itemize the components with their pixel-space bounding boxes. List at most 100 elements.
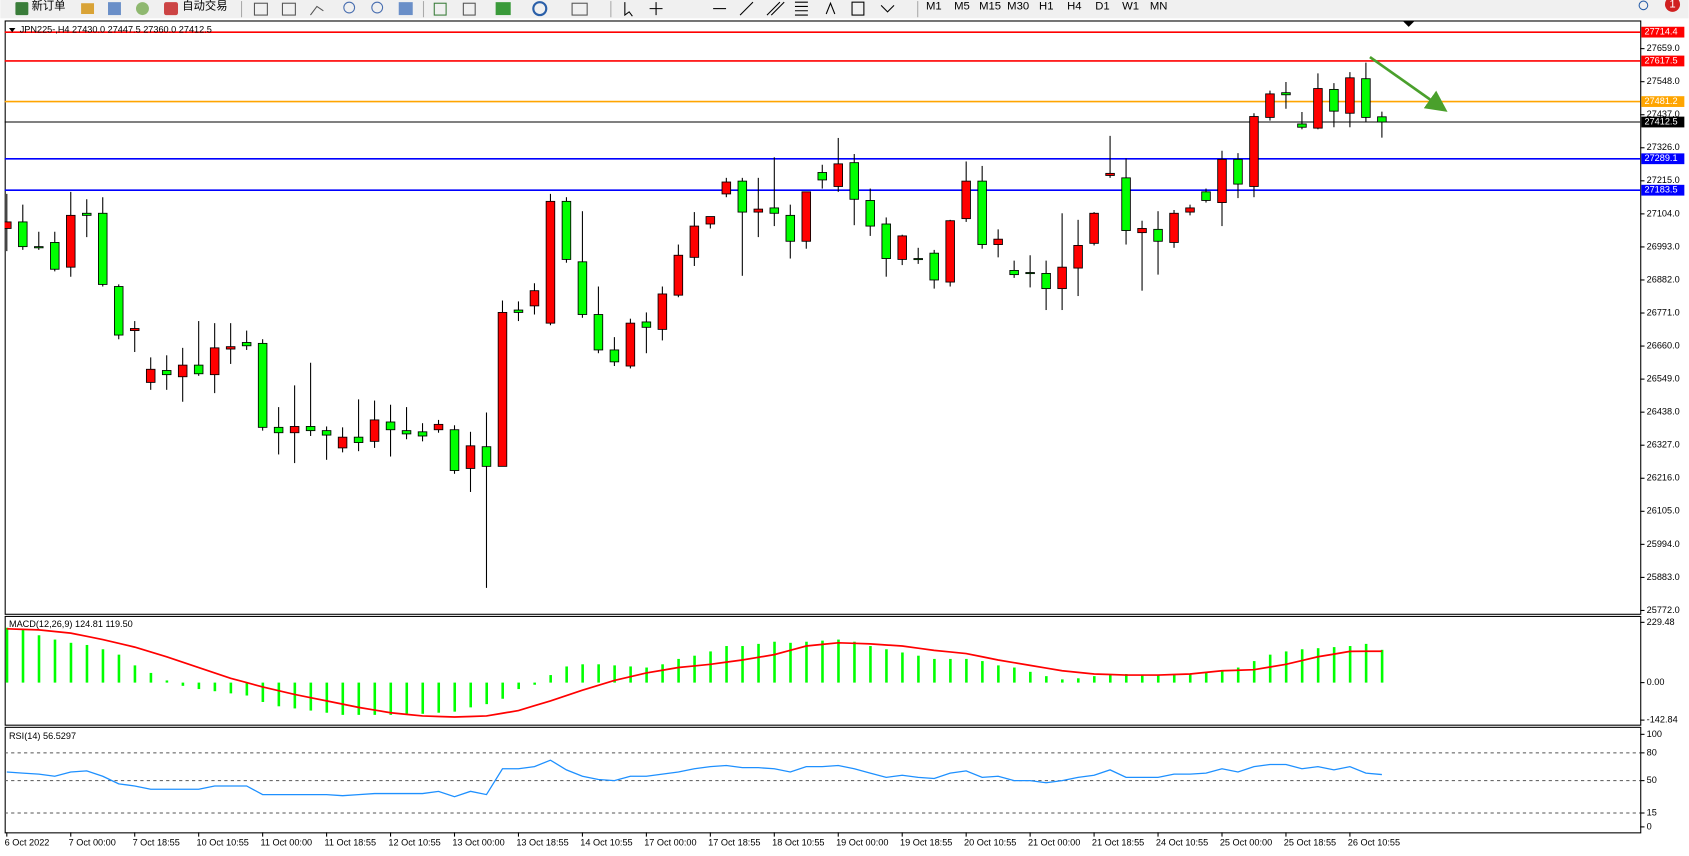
candle-body <box>321 430 332 436</box>
icon[interactable] <box>343 1 356 14</box>
channel-tool[interactable] <box>766 1 785 16</box>
macd-bar <box>117 654 121 683</box>
macd-bar <box>133 665 137 683</box>
candle-body <box>113 286 124 336</box>
candle-body <box>417 431 428 437</box>
macd-bar <box>1252 661 1256 683</box>
candle-body <box>145 368 156 383</box>
chart-title: JPN225-,H4 27430.0 27447.5 27360.0 27412… <box>20 25 212 35</box>
icon[interactable] <box>108 2 121 16</box>
macd-bar <box>581 664 584 683</box>
macd-bar <box>837 639 840 683</box>
candle-body <box>1377 116 1387 123</box>
candle-body <box>561 200 572 260</box>
timeframe-button[interactable]: H1 <box>1039 0 1053 12</box>
candle-body <box>609 349 620 363</box>
macd-bar <box>69 642 73 683</box>
candle-body <box>769 207 780 214</box>
icon[interactable] <box>15 2 29 16</box>
icon[interactable] <box>310 5 324 16</box>
candle-body <box>449 429 460 471</box>
icon[interactable] <box>398 2 413 16</box>
icon[interactable] <box>281 2 296 16</box>
macd-bar <box>661 664 664 683</box>
y-tick-label: 0.00 <box>1647 677 1665 687</box>
x-tick-label: 20 Oct 10:55 <box>964 838 1016 848</box>
candle-body <box>209 347 220 376</box>
macd-bar <box>325 682 329 713</box>
icon[interactable] <box>462 2 476 16</box>
candle-body <box>577 261 588 315</box>
candle-body <box>1073 245 1083 269</box>
icon[interactable] <box>81 3 95 14</box>
y-tick-label: 25772.0 <box>1647 605 1680 615</box>
timeframe-button[interactable]: H4 <box>1067 0 1081 12</box>
x-tick-label: 6 Oct 2022 <box>5 838 50 848</box>
cursor-tool[interactable] <box>624 2 633 17</box>
level-label: 27183.5 <box>1645 185 1678 195</box>
rsi-title: RSI(14) 56.5297 <box>9 731 76 741</box>
timeframe-button[interactable]: M1 <box>926 0 942 12</box>
candle-body <box>241 342 252 347</box>
macd-bar <box>789 642 792 683</box>
candle-body <box>129 328 140 332</box>
macd-bar <box>693 655 696 683</box>
text-tool[interactable] <box>825 1 836 15</box>
macd-bar <box>453 682 457 712</box>
macd-bar <box>213 682 217 692</box>
macd-bar <box>373 682 377 715</box>
icon[interactable] <box>253 2 268 16</box>
macd-bar <box>101 649 105 683</box>
timeframe-button[interactable]: M15 <box>979 0 1001 12</box>
candle-body <box>369 419 380 442</box>
x-tick-label: 12 Oct 10:55 <box>388 838 440 848</box>
macd-bar <box>389 682 393 715</box>
badge[interactable] <box>1664 0 1681 12</box>
macd-bar <box>485 682 488 705</box>
crosshair-tool[interactable] <box>649 2 663 16</box>
candle-body <box>1121 177 1131 231</box>
label-tool[interactable] <box>851 1 865 16</box>
timeframe-button[interactable]: W1 <box>1122 0 1139 12</box>
fibo-tool[interactable] <box>794 1 808 16</box>
x-tick-label: 21 Oct 18:55 <box>1092 838 1144 848</box>
icon[interactable] <box>433 2 447 16</box>
timeframe-button[interactable]: D1 <box>1095 0 1109 12</box>
auto-trading-button[interactable]: 自动交易 <box>182 0 227 12</box>
shapes-tool[interactable] <box>880 5 895 13</box>
icon[interactable] <box>532 1 548 17</box>
candle-body <box>1233 158 1243 185</box>
timeframe-button[interactable]: M5 <box>954 0 970 12</box>
y-tick-label: 229.48 <box>1647 617 1675 627</box>
macd-bar <box>309 682 313 711</box>
icon[interactable] <box>371 1 384 14</box>
icon[interactable] <box>495 2 511 16</box>
icon[interactable] <box>164 2 179 16</box>
macd-bar <box>53 639 57 683</box>
macd-bar <box>741 646 744 683</box>
toolbar: 新订单 自动交易 M1 M5 M15 M30 H1 H4 D1 W1 MN 1 <box>0 0 1689 19</box>
macd-bar <box>965 658 968 683</box>
candle-body <box>945 220 955 283</box>
macd-bar <box>165 680 169 683</box>
candle-body <box>1297 123 1307 128</box>
x-tick-label: 25 Oct 00:00 <box>1220 838 1272 848</box>
timeframe-button[interactable]: M30 <box>1007 0 1029 12</box>
candle-body <box>305 426 316 432</box>
y-tick-label: 50 <box>1647 775 1657 785</box>
new-order-button[interactable]: 新订单 <box>32 0 66 12</box>
candle-body <box>977 180 987 245</box>
trendline-tool[interactable] <box>739 1 754 16</box>
y-tick-label: 26993.0 <box>1647 241 1680 251</box>
level-label-bg <box>1641 184 1685 196</box>
candle-body <box>66 214 76 268</box>
level-label-bg <box>1641 26 1685 38</box>
search-icon[interactable] <box>1638 0 1649 11</box>
icon[interactable] <box>571 2 588 16</box>
macd-bar <box>197 682 201 690</box>
candle-body <box>337 436 348 449</box>
icon[interactable] <box>136 2 149 16</box>
x-tick-label: 7 Oct 18:55 <box>133 838 180 848</box>
x-tick-label: 11 Oct 18:55 <box>324 838 376 848</box>
timeframe-button[interactable]: MN <box>1150 0 1168 12</box>
